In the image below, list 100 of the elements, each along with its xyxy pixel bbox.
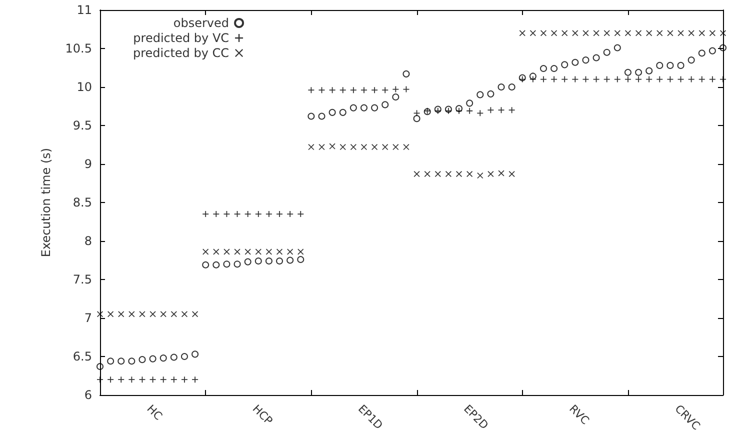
y-tick-label: 10 [76, 80, 92, 94]
point [287, 211, 294, 218]
point [402, 70, 410, 78]
point [286, 256, 294, 264]
point [698, 50, 706, 57]
point [456, 108, 462, 114]
point [128, 311, 135, 318]
point [382, 87, 388, 94]
point [466, 100, 474, 107]
point [508, 107, 515, 114]
point [96, 363, 104, 370]
point [551, 30, 558, 36]
point [646, 67, 653, 74]
point [297, 256, 304, 263]
point [118, 376, 124, 383]
point [445, 171, 452, 178]
legend-label: predicted by CC [133, 46, 230, 60]
point [413, 115, 420, 122]
point [149, 355, 156, 362]
point [266, 211, 272, 218]
point [603, 48, 610, 56]
point [350, 104, 357, 112]
y-axis-title: Execution time (s) [39, 148, 53, 258]
point [265, 258, 272, 265]
point [604, 30, 610, 36]
point [255, 211, 262, 218]
point [308, 112, 315, 120]
y-tick-label: 6.5 [72, 350, 92, 364]
point [530, 30, 536, 36]
point [329, 87, 336, 94]
point [636, 30, 642, 36]
point [656, 30, 663, 36]
point [350, 87, 356, 94]
point [118, 311, 124, 318]
point [572, 58, 579, 66]
point [720, 76, 726, 82]
point [720, 44, 726, 52]
point [244, 258, 252, 266]
y-tick-label: 9 [84, 157, 92, 171]
point [698, 76, 705, 82]
point [318, 112, 326, 120]
point [498, 170, 504, 176]
point [646, 76, 652, 82]
point [234, 260, 241, 268]
point [223, 260, 230, 268]
point [624, 76, 631, 82]
point [487, 90, 494, 98]
point [688, 56, 695, 64]
y-tick-label: 6 [84, 388, 92, 402]
point [477, 110, 484, 116]
point [202, 211, 209, 218]
point [118, 358, 125, 365]
point [614, 44, 621, 52]
legend-label: predicted by VC [133, 31, 230, 45]
point [108, 311, 114, 318]
x-tick-label: HC [144, 402, 165, 423]
point [529, 72, 536, 80]
point [298, 211, 304, 218]
point [360, 144, 367, 150]
y-tick-label: 11 [76, 3, 92, 17]
point [646, 30, 652, 36]
point [128, 358, 136, 365]
point [372, 87, 378, 94]
point [329, 143, 336, 150]
point [476, 91, 484, 98]
point [160, 376, 166, 383]
y-tick-label: 9.5 [72, 118, 92, 132]
point [708, 47, 716, 54]
point [624, 30, 631, 36]
point [192, 376, 198, 383]
point [540, 30, 546, 36]
point [128, 376, 135, 383]
point [392, 86, 399, 92]
y-tick-label: 7 [84, 311, 92, 325]
point [709, 76, 716, 82]
point [97, 376, 103, 383]
point [170, 376, 177, 383]
point [635, 68, 642, 76]
point [224, 248, 230, 255]
point [677, 62, 684, 69]
point [698, 30, 705, 36]
point [456, 171, 462, 178]
point [666, 62, 674, 69]
point [276, 211, 283, 218]
point [540, 76, 546, 82]
point [508, 84, 516, 90]
y-tick-label: 10.5 [65, 42, 92, 56]
point [360, 104, 368, 112]
point [340, 87, 346, 94]
point [592, 54, 600, 62]
point [614, 30, 620, 36]
point [466, 171, 473, 178]
point [636, 76, 642, 82]
point [720, 30, 726, 36]
point [562, 76, 568, 82]
point [298, 248, 304, 255]
point [254, 258, 262, 265]
point [540, 65, 547, 72]
point [550, 65, 558, 72]
point [688, 30, 694, 36]
